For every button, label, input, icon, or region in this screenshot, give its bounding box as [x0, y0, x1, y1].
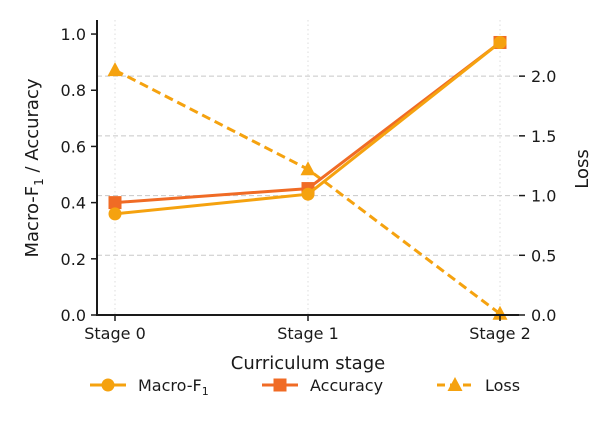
x-axis-title: Curriculum stage — [231, 353, 385, 374]
y-axis-right-title: Loss — [572, 149, 593, 188]
y-left-tick-label-3: 0.6 — [61, 137, 86, 156]
x-tick-label-2: Stage 2 — [469, 324, 531, 343]
legend-marker-macro-f1 — [101, 378, 115, 392]
point-macro-f1-0 — [108, 207, 122, 221]
y-left-tick-label-4: 0.8 — [61, 81, 86, 100]
legend: Macro-F1 Accuracy Loss — [90, 376, 520, 398]
x-tick-label-1: Stage 1 — [277, 324, 339, 343]
y-right-tick-label-3: 1.5 — [531, 127, 556, 146]
y-right-tick-label-1: 0.5 — [531, 246, 556, 265]
legend-label-loss: Loss — [485, 376, 520, 395]
point-accuracy-0 — [108, 196, 122, 210]
y-left-tick-label-1: 0.2 — [61, 250, 86, 269]
y-left-tick-label-0: 0.0 — [61, 306, 86, 325]
point-loss-2 — [492, 305, 508, 320]
ticks: 0.0 0.2 0.4 0.6 0.8 1.0 0.0 0.5 1.0 1.5 2.0 Stage 0… — [61, 25, 557, 343]
legend-marker-accuracy — [273, 378, 287, 392]
point-loss-1 — [300, 161, 316, 176]
legend-label-accuracy: Accuracy — [310, 376, 383, 395]
legend-label-macro-f1: Macro-F1 — [138, 376, 209, 398]
point-macro-f1-2 — [493, 35, 507, 49]
legend-marker-loss — [447, 377, 463, 391]
y-left-tick-label-5: 1.0 — [61, 25, 86, 44]
x-tick-label-0: Stage 0 — [84, 324, 146, 343]
point-macro-f1-1 — [301, 187, 315, 201]
series-layer — [107, 35, 508, 320]
point-loss-0 — [107, 62, 123, 77]
y-left-tick-label-2: 0.4 — [61, 194, 86, 213]
y-right-tick-label-4: 2.0 — [531, 67, 556, 86]
y-right-tick-label-0: 0.0 — [531, 306, 556, 325]
y-axis-left-title: Macro-F1 / Accuracy — [22, 78, 46, 257]
y-right-tick-label-2: 1.0 — [531, 187, 556, 206]
